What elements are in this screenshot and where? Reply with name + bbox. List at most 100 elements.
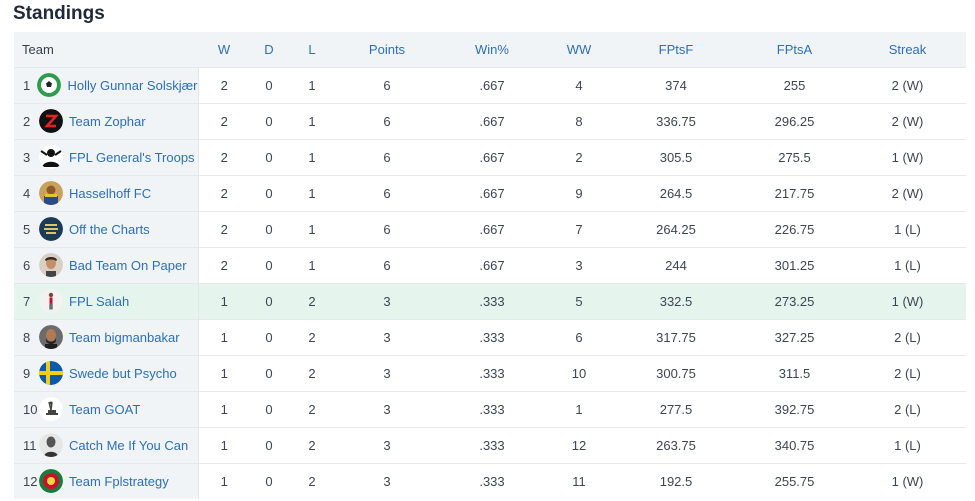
cell-streak: 1 (L) xyxy=(894,221,921,237)
crest-badge-icon xyxy=(39,469,63,494)
column-header-streak[interactable]: Streak xyxy=(888,41,927,57)
text-badge-icon xyxy=(39,217,63,241)
cell-ww: 7 xyxy=(575,221,583,237)
team-name-link[interactable]: Team Fplstrategy xyxy=(69,473,169,489)
table-row: 1 Holly Gunnar Solskjær 2 0 1 6 .667 4 374 255 2 (… xyxy=(14,67,966,103)
cell-l: 2 xyxy=(308,401,316,417)
team-info: 12 Team Fplstrategy xyxy=(14,464,198,499)
cell-fptsf: 263.75 xyxy=(656,437,696,453)
cell-fptsf: 317.75 xyxy=(656,329,696,345)
person-photo-icon xyxy=(39,181,63,205)
cell-fptsa: 255 xyxy=(783,77,806,93)
team-name-link[interactable]: Bad Team On Paper xyxy=(69,257,187,273)
table-row: 2 Team Zophar 2 0 1 6 .667 8 336.75 296.25 2 (W) xyxy=(14,103,966,139)
cell-d: 0 xyxy=(265,221,273,237)
cell-l: 2 xyxy=(308,473,316,489)
team-info: 3 FPL General's Troops xyxy=(14,140,198,175)
cell-fptsf: 374 xyxy=(665,77,687,93)
team-info: 2 Team Zophar xyxy=(14,104,198,139)
cell-ww: 12 xyxy=(571,437,587,453)
cell-winpct: .333 xyxy=(479,365,505,381)
cell-fptsa: 296.25 xyxy=(774,113,815,129)
team-name-link[interactable]: FPL General's Troops xyxy=(69,149,195,165)
cell-w: 1 xyxy=(220,437,228,453)
rank-number: 8 xyxy=(23,329,31,345)
team-name-link[interactable]: Swede but Psycho xyxy=(69,365,177,381)
column-header-ww[interactable]: WW xyxy=(566,41,592,57)
portrait-photo-icon xyxy=(39,325,63,349)
rank-number: 3 xyxy=(23,149,31,165)
table-row: 12 Team Fplstrategy 1 0 2 3 .333 11 192.5 255.75 1… xyxy=(14,463,966,499)
team-name-link[interactable]: Team bigmanbakar xyxy=(69,329,180,345)
column-header-fptsf[interactable]: FPtsF xyxy=(658,41,694,57)
cell-streak: 1 (W) xyxy=(891,149,924,165)
table-row: 8 Team bigmanbakar 1 0 2 3 .333 6 317.75 327.25 2 … xyxy=(14,319,966,355)
cell-d: 0 xyxy=(265,185,273,201)
team-info: 7 FPL Salah xyxy=(14,284,198,319)
cell-w: 2 xyxy=(220,185,228,201)
cell-streak: 1 (W) xyxy=(891,293,924,309)
goat-icon xyxy=(39,397,63,421)
cell-winpct: .667 xyxy=(479,77,505,93)
cell-d: 0 xyxy=(265,365,273,381)
cell-ww: 5 xyxy=(575,293,583,309)
cell-winpct: .667 xyxy=(479,257,505,273)
cell-streak: 2 (L) xyxy=(894,401,921,417)
cell-l: 2 xyxy=(308,293,316,309)
team-name-link[interactable]: Catch Me If You Can xyxy=(69,437,189,453)
team-name-link[interactable]: Off the Charts xyxy=(69,221,150,237)
team-cell: 9 Swede but Psycho xyxy=(14,355,199,391)
cell-fptsf: 300.75 xyxy=(656,365,696,381)
team-info: 6 Bad Team On Paper xyxy=(14,248,198,283)
cell-fptsa: 392.75 xyxy=(774,401,815,417)
cell-points: 6 xyxy=(383,77,391,93)
team-name-link[interactable]: Team GOAT xyxy=(69,401,141,417)
column-header-d[interactable]: D xyxy=(264,41,274,57)
column-header-win-pct[interactable]: Win% xyxy=(475,41,509,57)
cell-l: 2 xyxy=(308,437,316,453)
table-row: 3 FPL General's Troops 2 0 1 6 .667 2 305.5 275.5… xyxy=(14,139,966,175)
cell-points: 6 xyxy=(383,257,391,273)
column-header-fptsa[interactable]: FPtsA xyxy=(776,41,813,57)
cell-streak: 1 (L) xyxy=(894,437,921,453)
table-header-row: Team W D L Points Win% WW FPtsF FPtsA St… xyxy=(14,32,966,67)
cell-ww: 4 xyxy=(575,77,583,93)
cell-ww: 11 xyxy=(572,473,586,489)
rank-number: 12 xyxy=(23,473,38,489)
team-name-link[interactable]: Holly Gunnar Solskjær xyxy=(67,77,198,93)
column-header-points[interactable]: Points xyxy=(368,41,406,57)
cell-streak: 2 (W) xyxy=(891,77,924,93)
cell-w: 2 xyxy=(220,113,228,129)
rank-number: 1 xyxy=(23,77,31,93)
cell-l: 1 xyxy=(308,149,316,165)
column-header-w[interactable]: W xyxy=(217,41,231,57)
bw-portrait-icon xyxy=(39,433,63,457)
cell-ww: 9 xyxy=(575,185,583,201)
team-info: 11 Catch Me If You Can xyxy=(14,428,198,463)
cell-winpct: .667 xyxy=(479,149,505,165)
team-cell: 3 FPL General's Troops xyxy=(14,139,199,175)
team-info: 4 Hasselhoff FC xyxy=(14,176,198,211)
cell-fptsf: 277.5 xyxy=(659,401,693,417)
rank-number: 4 xyxy=(23,185,31,201)
team-cell: 7 FPL Salah xyxy=(14,283,199,319)
rank-number: 6 xyxy=(23,257,31,273)
cell-ww: 1 xyxy=(575,401,583,417)
cell-ww: 8 xyxy=(575,113,583,129)
column-header-l[interactable]: L xyxy=(308,41,316,57)
table-row: 4 Hasselhoff FC 2 0 1 6 .667 9 264.5 217.75 2 (W) xyxy=(14,175,966,211)
rank-number: 9 xyxy=(23,365,31,381)
team-name-link[interactable]: Team Zophar xyxy=(69,113,146,129)
team-name-link[interactable]: Hasselhoff FC xyxy=(69,185,152,201)
cell-points: 6 xyxy=(383,185,391,201)
team-cell: 11 Catch Me If You Can xyxy=(14,427,199,463)
standings-table: Team W D L Points Win% WW FPtsF FPtsA St… xyxy=(14,32,966,499)
table-row: 9 Swede but Psycho 1 0 2 3.333 10 300.75 311.5 2 … xyxy=(14,355,966,391)
column-header-team[interactable]: Team xyxy=(22,41,54,57)
cell-points: 3 xyxy=(383,365,391,381)
rank-number: 10 xyxy=(23,401,38,417)
team-name-link[interactable]: FPL Salah xyxy=(69,293,130,309)
cell-d: 0 xyxy=(265,113,273,129)
cell-l: 2 xyxy=(308,329,316,345)
team-info: 8 Team bigmanbakar xyxy=(14,320,198,355)
